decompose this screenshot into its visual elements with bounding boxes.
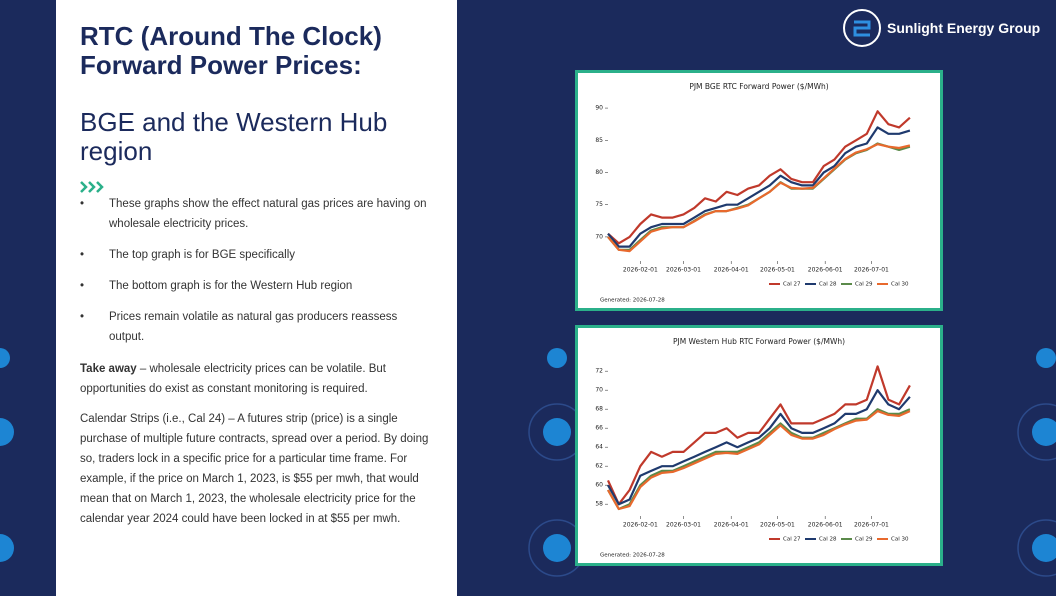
x-tick-label: 2026-04-01: [714, 267, 749, 274]
x-tick-label: 2026-07-01: [854, 522, 889, 529]
y-tick-label: 60: [595, 482, 603, 489]
x-tick-label: 2026-05-01: [760, 267, 795, 274]
y-tick-label: 75: [595, 201, 603, 208]
chart-footnote: Generated: 2026-07-28: [600, 553, 665, 559]
y-tick-label: 68: [595, 406, 603, 413]
y-tick-label: 90: [595, 105, 603, 112]
y-tick-label: 70: [595, 233, 603, 240]
x-tick-label: 2026-02-01: [623, 522, 658, 529]
legend-label: Cal 28: [819, 282, 837, 288]
chart-footnote: Generated: 2026-07-28: [600, 298, 665, 304]
takeaway: Take away – wholesale electricity prices…: [80, 359, 435, 399]
bullet: The bottom graph is for the Western Hub …: [80, 276, 430, 296]
logo-text: Sunlight Energy Group: [887, 20, 1041, 36]
y-tick-label: 64: [595, 444, 603, 451]
takeaway-text: – wholesale electricity prices can be vo…: [80, 363, 386, 395]
x-tick-label: 2026-05-01: [760, 522, 795, 529]
slide-subtitle: BGE and the Western Hub region: [80, 107, 388, 166]
chart: PJM Western Hub RTC Forward Power ($/MWh…: [595, 337, 911, 559]
x-tick-label: 2026-03-01: [666, 522, 701, 529]
legend-label: Cal 28: [819, 537, 837, 543]
series-line: [607, 410, 911, 511]
logo-icon: [843, 9, 881, 47]
chart-title: PJM Western Hub RTC Forward Power ($/MWh…: [673, 337, 845, 346]
legend-label: Cal 30: [891, 282, 909, 288]
x-tick-label: 2026-02-01: [623, 267, 658, 274]
series-line: [607, 142, 911, 251]
text-panel: RTC (Around The Clock) Forward Power Pri…: [56, 0, 457, 596]
series-line: [607, 408, 911, 511]
bullet: The top graph is for BGE specifically: [80, 245, 430, 265]
logo: Sunlight Energy Group: [842, 8, 1040, 48]
y-tick-label: 62: [595, 463, 603, 470]
series-line: [607, 143, 911, 253]
series-line: [607, 389, 911, 506]
chart-card: PJM BGE RTC Forward Power ($/MWh) 70 75 80 8…: [575, 70, 943, 311]
legend-label: Cal 30: [891, 537, 909, 543]
legend-label: Cal 29: [855, 282, 873, 288]
bullet: These graphs show the effect natural gas…: [80, 194, 430, 234]
legend-label: Cal 29: [855, 537, 873, 543]
bullet-list: These graphs show the effect natural gas…: [80, 194, 430, 358]
y-tick-label: 72: [595, 368, 603, 375]
y-tick-label: 66: [595, 425, 603, 432]
chevrons-icon: [80, 181, 104, 193]
slide-title: RTC (Around The Clock) Forward Power Pri…: [80, 21, 382, 80]
legend-label: Cal 27: [783, 537, 801, 543]
x-tick-label: 2026-07-01: [854, 267, 889, 274]
takeaway-label: Take away: [80, 363, 137, 375]
x-tick-label: 2026-03-01: [666, 267, 701, 274]
series-line: [606, 365, 911, 506]
y-tick-label: 70: [595, 387, 603, 394]
chart: PJM BGE RTC Forward Power ($/MWh) 70 75 80 8…: [595, 82, 911, 304]
y-tick-label: 58: [595, 501, 603, 508]
y-tick-label: 80: [595, 169, 603, 176]
x-tick-label: 2026-04-01: [714, 522, 749, 529]
bullet: Prices remain volatile as natural gas pr…: [80, 307, 430, 347]
legend-label: Cal 27: [783, 282, 801, 288]
x-tick-label: 2026-06-01: [808, 267, 843, 274]
series-line: [607, 126, 911, 248]
x-tick-label: 2026-06-01: [808, 522, 843, 529]
chart-card: PJM Western Hub RTC Forward Power ($/MWh…: [575, 325, 943, 566]
calendar-note: Calendar Strips (i.e., Cal 24) – A futur…: [80, 413, 429, 525]
series-line: [607, 110, 911, 245]
chart-title: PJM BGE RTC Forward Power ($/MWh): [689, 82, 828, 91]
y-tick-label: 85: [595, 137, 603, 144]
